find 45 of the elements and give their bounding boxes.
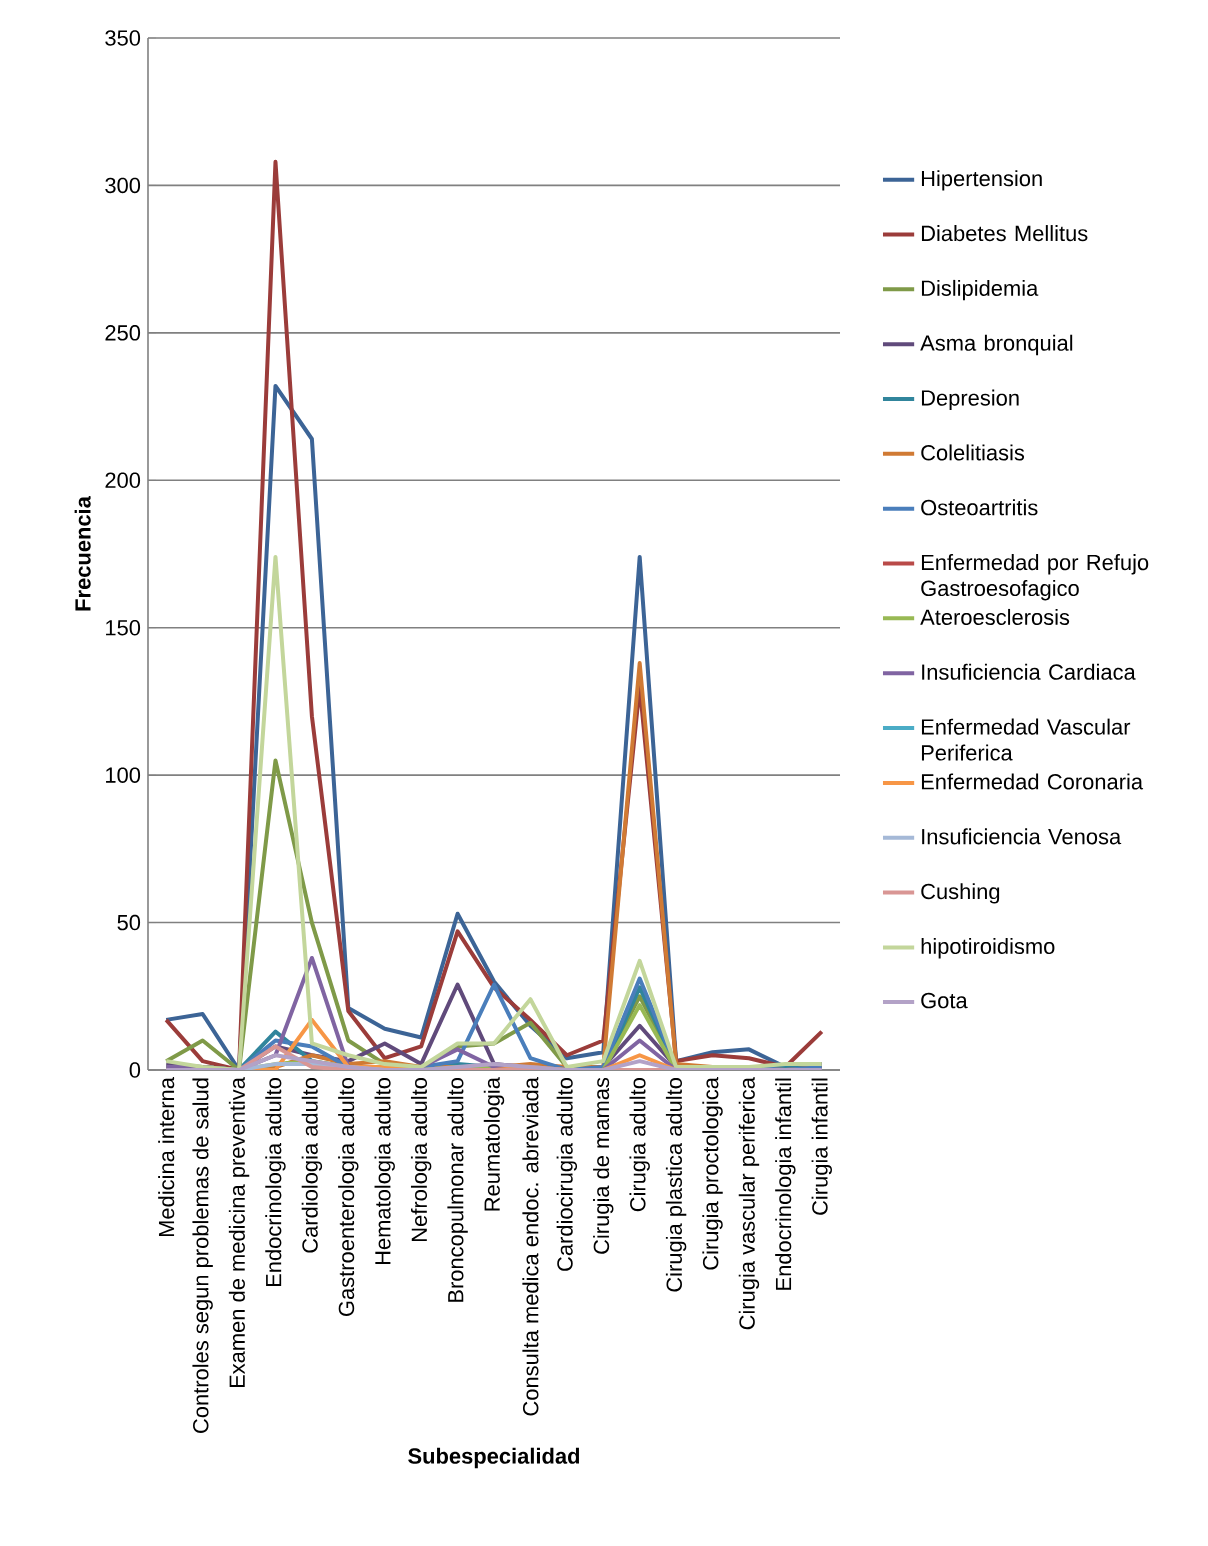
legend-label: Asma bronquial [920,334,1073,356]
x-tick-label: Cirugia plastica adulto [665,1078,687,1292]
x-tick-label: Gastroenterologia adulto [338,1078,359,1316]
x-tick-label: Cirugia infantil [811,1078,832,1215]
y-tick-label: 0 [129,1062,141,1078]
y-tick-label: 100 [106,767,141,783]
y-tick-label: 350 [105,30,141,46]
y-tick-label: 200 [105,472,141,489]
x-tick-label: Cirugia de mamas [593,1077,614,1254]
legend-label: Insuficiencia Venosa [922,828,1122,845]
x-tick-label: Examen de medicina preventiva [228,1077,250,1388]
x-tick-label: Reumatologia [483,1077,505,1211]
x-tick-label: Broncopulmonar adulto [447,1078,468,1302]
x-tick-label: Cardiocirugia adulto [556,1078,578,1271]
x-tick-label: Consulta medica endoc. abreviada [522,1077,539,1416]
legend-label: Cushing [921,883,1000,904]
y-axis-title: Frecuencia [74,496,91,611]
x-tick-label: Nefrologia adulto [410,1078,432,1241]
x-tick-label: Endocrinologia infantil [775,1078,796,1290]
legend-label: Gota [921,992,968,1009]
legend-label: Enfermedad por Refujo Gastroesofagico [921,554,1149,601]
legend-label: Enfermedad Coronaria [921,773,1144,790]
legend-label: Osteoartritis [921,499,1038,516]
x-axis-title: Subespecialidad [408,1447,580,1469]
x-tick-label: Endocrinologia adulto [265,1078,286,1287]
x-tick-label: Hematologia adulto [374,1078,395,1265]
x-tick-label: Cardiologia adulto [301,1078,323,1253]
x-tick-label: Cirugia vascular periferica [738,1077,760,1330]
y-tick-label: 250 [105,325,141,341]
x-tick-label: Controles segun problemas de salud [192,1078,213,1433]
legend-label: Ateroesclerosis [920,608,1070,626]
legend-label: Insuficiencia Cardiaca [922,663,1136,680]
x-tick-label: Cirugia proctologica [702,1077,723,1270]
legend-label: Enfermedad Vascular Periferica [921,718,1131,761]
y-tick-label: 50 [117,914,141,931]
legend-label: Hipertension [921,170,1042,191]
legend-label: Depresion [921,389,1019,410]
x-tick-label: Medicina interna [158,1077,175,1237]
y-tick-label: 300 [105,177,141,194]
legend-label: Colelitiasis [921,444,1025,461]
legend-label: hipotiroidismo [921,937,1055,959]
legend-label: Dislipidemia [921,279,1039,301]
x-tick-label: Cirugia adulto [629,1078,650,1212]
legend-label: Diabetes Mellitus [921,225,1088,242]
y-tick-label: 150 [106,619,141,636]
